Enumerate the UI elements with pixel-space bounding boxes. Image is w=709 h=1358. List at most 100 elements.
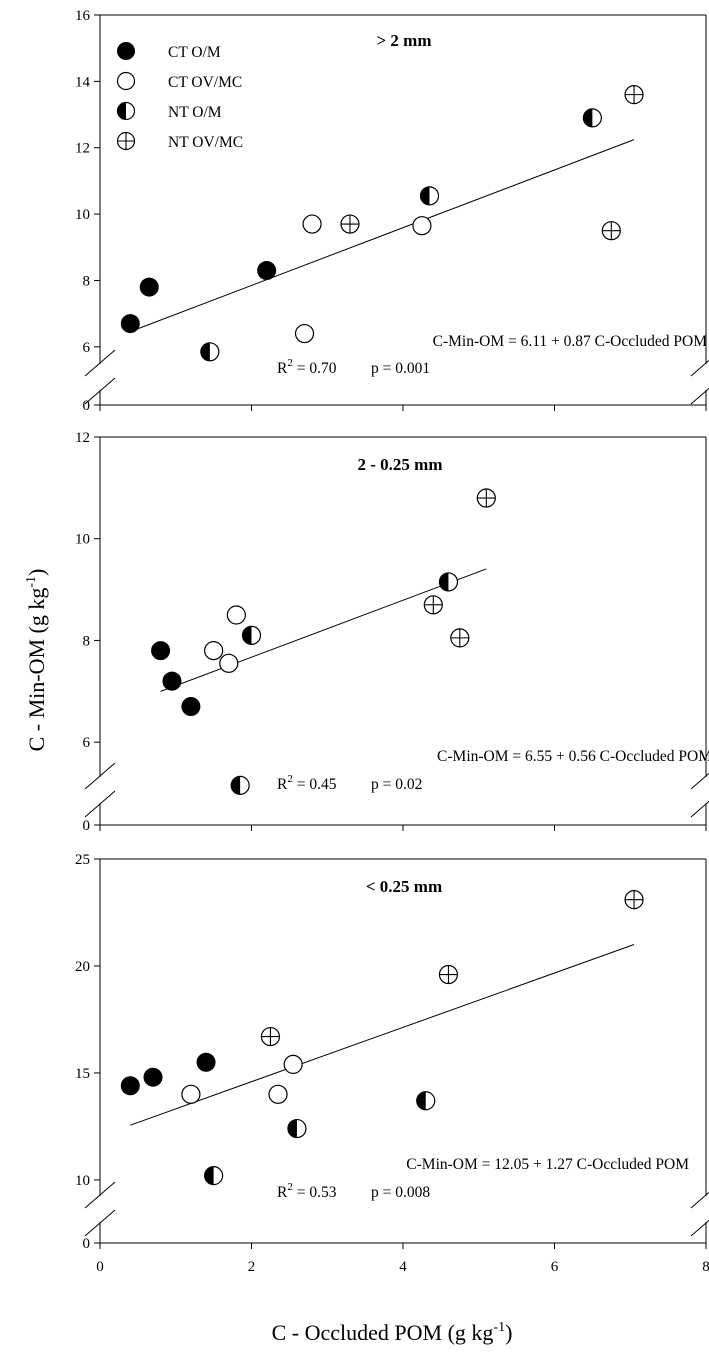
axis-break-mark-left xyxy=(84,762,116,790)
y-tick-label: 10 xyxy=(75,207,90,223)
y-tick-label: 10 xyxy=(75,532,90,548)
y-tick-label: 14 xyxy=(75,74,91,90)
point-ct-om xyxy=(139,277,159,297)
point-nt-om xyxy=(419,186,440,206)
y-tick-label: 0 xyxy=(83,398,91,414)
regression-line xyxy=(130,139,635,333)
point-ct-ovmc xyxy=(219,653,239,673)
y-tick-label: 8 xyxy=(83,633,91,649)
legend-marker xyxy=(116,71,136,91)
axis-break-mark-left-lower xyxy=(84,1209,116,1237)
point-nt-om xyxy=(241,625,262,645)
point-nt-ovmc xyxy=(438,964,459,985)
point-ct-ovmc xyxy=(412,216,432,236)
point-ct-om xyxy=(120,1076,140,1096)
axis-break-mark-right xyxy=(690,772,709,790)
y-axis-title: C - Min-OM (g kg-1) xyxy=(24,569,49,752)
legend-marker xyxy=(117,42,135,60)
point-ct-ovmc xyxy=(283,1054,303,1074)
regression-line xyxy=(130,944,635,1126)
x-tick-label: 0 xyxy=(96,1259,104,1275)
point-nt-om xyxy=(416,1091,436,1111)
panel-title: < 0.25 mm xyxy=(366,877,442,896)
y-tick-label: 12 xyxy=(75,430,90,446)
y-tick-label: 0 xyxy=(83,818,91,834)
y-tick-label: 20 xyxy=(75,959,90,975)
regression-equation: C-Min-OM = 12.05 + 1.27 C-Occluded POM xyxy=(406,1156,689,1173)
point-ct-om xyxy=(151,641,171,661)
point-ct-ovmc xyxy=(204,640,224,661)
axis-break-mark-right xyxy=(690,1191,709,1209)
point-nt-om xyxy=(200,342,220,362)
legend-label: NT O/M xyxy=(168,104,222,121)
x-tick-label: 4 xyxy=(399,1259,407,1275)
y-tick-label: 15 xyxy=(75,1066,90,1082)
p-value-text: p = 0.02 xyxy=(371,776,422,793)
point-ct-ovmc xyxy=(181,1084,201,1104)
point-nt-ovmc xyxy=(601,221,621,241)
panel-title: 2 - 0.25 mm xyxy=(358,455,443,474)
panel-3: 0 10 15 20 25 0 2 4 6 8 < 0.25 mm C-Min-OM = 12.05 … xyxy=(75,852,709,1275)
point-nt-om xyxy=(582,108,602,128)
point-ct-om xyxy=(120,314,140,334)
point-nt-om xyxy=(204,1166,224,1186)
y-tick-label: 6 xyxy=(83,735,91,751)
point-ct-om xyxy=(143,1067,163,1087)
panel-title: > 2 mm xyxy=(376,31,431,50)
p-value-text: p = 0.008 xyxy=(371,1184,430,1201)
regression-line xyxy=(160,568,487,692)
x-tick-label: 8 xyxy=(702,1259,709,1275)
point-nt-om xyxy=(438,572,459,592)
axis-break-mark-left-lower xyxy=(84,377,116,405)
point-nt-ovmc xyxy=(423,595,443,615)
point-nt-ovmc xyxy=(450,628,470,648)
point-ct-ovmc xyxy=(294,323,315,344)
point-nt-ovmc xyxy=(476,488,496,508)
legend-marker xyxy=(116,101,136,121)
p-value-text: p = 0.001 xyxy=(371,360,430,377)
panel-2: 0 6 8 10 12 2 - 0.25 mm C-Min-OM = 6.55 + 0.56… xyxy=(75,430,709,834)
point-ct-om xyxy=(162,671,182,691)
axis-break-mark-right-lower xyxy=(690,1219,709,1237)
x-tick-label: 2 xyxy=(248,1259,256,1275)
point-ct-ovmc xyxy=(226,605,246,625)
y-tick-label: 25 xyxy=(75,852,90,868)
legend-label: CT O/M xyxy=(168,44,221,61)
axis-break-mark-right-lower xyxy=(690,387,709,405)
x-tick-label: 6 xyxy=(551,1259,559,1275)
legend: CT O/M CT OV/MC NT O/M NT OV/MC xyxy=(116,42,243,151)
y-tick-label: 6 xyxy=(83,340,91,356)
r-squared-text: R2 = 0.53 xyxy=(277,1181,337,1201)
point-ct-ovmc xyxy=(302,214,322,234)
legend-marker xyxy=(116,131,136,151)
point-nt-ovmc xyxy=(624,85,644,105)
axis-break-mark-left-lower xyxy=(84,790,116,818)
panel-1: 0 6 8 10 12 14 16 > 2 mm C-Min-OM = 6.11 + 0.87 … xyxy=(75,8,709,414)
point-ct-ovmc xyxy=(268,1084,288,1104)
r-squared-text: R2 = 0.45 xyxy=(277,773,337,793)
point-nt-ovmc xyxy=(340,214,360,234)
axis-break-mark-left xyxy=(84,349,116,377)
y-tick-label: 10 xyxy=(75,1173,90,1189)
panels: 0 6 8 10 12 14 16 > 2 mm C-Min-OM = 6.11 + 0.87 … xyxy=(75,8,709,1275)
y-tick-label: 8 xyxy=(83,273,91,289)
y-tick-label: 12 xyxy=(75,141,90,157)
point-nt-ovmc xyxy=(624,890,644,910)
r-squared-text: R2 = 0.70 xyxy=(277,357,337,377)
legend-label: CT OV/MC xyxy=(168,74,242,91)
point-ct-om xyxy=(257,261,277,280)
point-nt-om xyxy=(287,1118,307,1139)
axis-break-mark-right-lower xyxy=(690,800,709,818)
point-nt-om xyxy=(230,775,250,795)
x-axis-title: C - Occluded POM (g kg-1) xyxy=(272,1320,513,1345)
y-tick-label: 16 xyxy=(75,8,91,24)
y-tick-label: 0 xyxy=(83,1236,91,1252)
axis-break-mark-right xyxy=(690,359,709,377)
regression-equation: C-Min-OM = 6.55 + 0.56 C-Occluded POM xyxy=(437,748,709,765)
point-ct-om xyxy=(196,1052,216,1072)
axis-break-mark-left xyxy=(84,1181,116,1209)
point-ct-om xyxy=(181,697,201,717)
point-nt-ovmc xyxy=(260,1026,281,1047)
